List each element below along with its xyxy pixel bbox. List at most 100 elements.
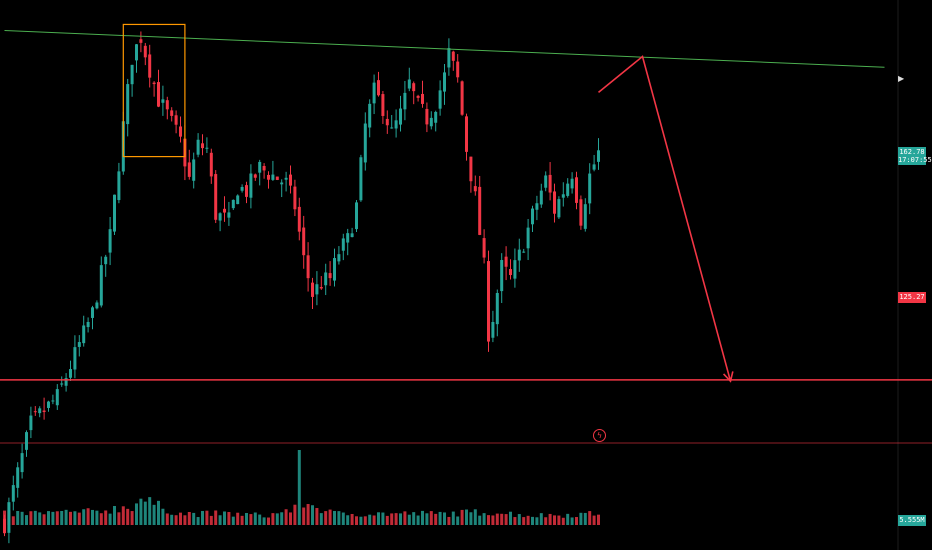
volume-bar (355, 516, 358, 525)
candle-body (575, 177, 578, 203)
candle-body (152, 82, 156, 85)
candle-body (161, 99, 165, 103)
candle-body (451, 51, 455, 61)
volume-bar (231, 516, 235, 525)
volume-bar (196, 517, 200, 525)
candle-body (262, 165, 266, 171)
volume-bar (267, 517, 270, 525)
volume-bar (412, 512, 416, 525)
volume-bar (548, 513, 552, 525)
volume-bar (429, 511, 433, 525)
candle-body (33, 411, 37, 413)
volume-bar (60, 510, 64, 525)
volume-bar (553, 515, 556, 525)
volume-bar (289, 512, 292, 525)
candle-body (302, 227, 306, 256)
candle-body (434, 111, 438, 123)
candle-body (86, 321, 90, 328)
candle-body (333, 258, 336, 281)
volume-bar (91, 509, 94, 525)
volume-value-label: 5.555M (898, 515, 926, 526)
candle-body (350, 233, 354, 238)
volume-bar (240, 515, 244, 525)
volume-bar (165, 513, 169, 525)
last-price-value: 162.78 (899, 148, 925, 156)
volume-bars (3, 450, 600, 525)
volume-bar (324, 511, 328, 525)
candle-body (513, 260, 517, 279)
candle-body (588, 173, 592, 204)
candle-body (429, 117, 433, 127)
candle-body (421, 93, 424, 104)
volume-bar (218, 515, 222, 525)
candle-body (77, 342, 81, 347)
volume-bar (363, 516, 367, 525)
volume-bar (51, 511, 55, 525)
candle-body (319, 287, 323, 289)
highlight-box[interactable] (122, 23, 186, 158)
volume-bar (29, 511, 33, 525)
volume-bar (201, 510, 204, 525)
volume-bar (491, 515, 495, 525)
candle-body (579, 199, 583, 226)
volume-bar (377, 512, 380, 525)
bar-countdown: 17:07:55 (898, 156, 932, 164)
volume-bar (205, 510, 209, 525)
volume-bar (121, 506, 125, 525)
forecast-arrowhead (722, 371, 734, 383)
volume-bar (597, 514, 600, 525)
volume-bar (544, 517, 548, 525)
volume-bar (359, 516, 363, 525)
lightning-icon[interactable]: ϟ (593, 429, 606, 442)
volume-bar (416, 515, 420, 525)
candle-body (372, 82, 376, 104)
candle-body (60, 383, 64, 385)
volume-bar (113, 506, 116, 525)
candle-body (126, 84, 130, 125)
volume-bar (297, 450, 301, 525)
volume-bar (152, 504, 156, 525)
volume-bar (179, 512, 182, 525)
volume-bar (561, 517, 565, 525)
volume-bar (262, 517, 266, 525)
volume-bar (38, 512, 42, 525)
volume-bar (495, 513, 499, 525)
volume-bar (328, 509, 332, 525)
scroll-to-latest-icon[interactable]: ▶ (898, 74, 905, 83)
candle-body (258, 161, 262, 173)
candle-body (245, 185, 248, 197)
volume-bar (302, 507, 306, 525)
volume-bar (135, 503, 138, 525)
candle-body (51, 400, 55, 402)
candle-body (363, 123, 367, 163)
resistance-trendline[interactable] (4, 30, 885, 68)
volume-bar (223, 511, 226, 525)
candle-body (346, 233, 350, 243)
forecast-arrow[interactable] (597, 55, 732, 382)
volume-bar (535, 517, 539, 525)
candle-body (143, 45, 147, 58)
volume-bar (174, 515, 178, 525)
candle-body (117, 171, 121, 201)
candle-body (253, 174, 257, 178)
candle-body (416, 95, 420, 98)
candle-body (16, 467, 20, 488)
volume-bar (539, 513, 543, 525)
candle-body (539, 190, 543, 205)
candle-body (465, 116, 468, 152)
volume-bar (592, 515, 596, 525)
volume-bar (390, 513, 394, 525)
candle-body (95, 302, 99, 309)
volume-bar (557, 515, 561, 525)
candle-body (3, 518, 6, 534)
volume-bar (460, 509, 464, 525)
candle-body (293, 186, 297, 210)
candle-body (271, 174, 275, 180)
volume-bar (399, 513, 402, 525)
candle-body (170, 110, 174, 116)
volume-bar (73, 511, 77, 525)
candle-body (240, 186, 244, 191)
volume-bar (108, 513, 112, 525)
